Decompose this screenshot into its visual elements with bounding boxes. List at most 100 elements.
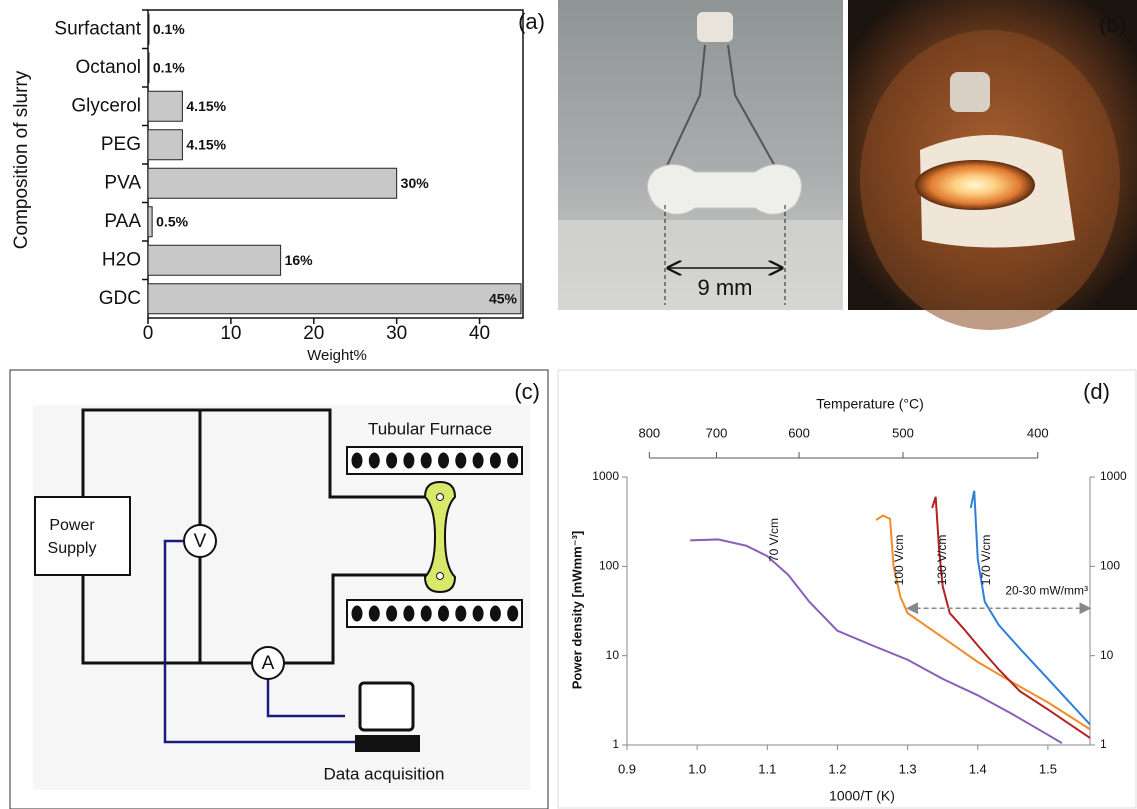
x-axis-title: 1000/T (K) <box>829 788 895 804</box>
panel-label: (a) <box>518 9 545 34</box>
y-tick-label-right: 10 <box>1100 648 1114 662</box>
x-tick-label: 0 <box>143 323 154 344</box>
y-tick-label: GDC <box>99 288 141 309</box>
heater-hole <box>369 606 380 622</box>
y-tick-label: H2O <box>102 249 141 270</box>
heater-hole <box>352 453 363 469</box>
bar <box>148 284 521 314</box>
holder <box>950 72 990 112</box>
y-tick-label: 100 <box>599 559 619 573</box>
x-tick-label: 1.1 <box>758 761 776 776</box>
value-label: 0.5% <box>156 213 188 229</box>
heater-hole <box>369 453 380 469</box>
electrode <box>437 573 444 580</box>
figure: 9 mm (b) Tubular Furnace Power Supply V … <box>0 0 1137 809</box>
x-tick-label: 1.2 <box>828 761 846 776</box>
series-label: 170 V/cm <box>979 535 993 586</box>
x-tick-label: 0.9 <box>618 761 636 776</box>
heater-hole <box>403 453 414 469</box>
y-tick-label: PAA <box>104 211 141 232</box>
diagram: Tubular Furnace Power Supply V A Data ac… <box>10 370 548 809</box>
voltmeter-label: V <box>194 531 207 552</box>
x2-tick-label: 600 <box>788 425 810 440</box>
y-tick-label: 1000 <box>592 469 619 483</box>
y-tick-label-right: 1000 <box>1100 469 1127 483</box>
electrode <box>437 494 444 501</box>
computer-label: Data acquisition <box>324 764 445 783</box>
value-label: 4.15% <box>186 136 226 152</box>
y-axis-title: Power density [mWmm⁻³] <box>569 531 584 690</box>
y-tick-label: Surfactant <box>54 18 141 39</box>
heater-hole <box>421 606 432 622</box>
value-label: 0.1% <box>153 21 185 37</box>
specimen <box>648 164 802 214</box>
annotation-text: 20-30 mW/mm³ <box>1005 583 1088 597</box>
x2-tick-label: 700 <box>706 425 728 440</box>
bar <box>148 14 149 44</box>
y-tick-label: Glycerol <box>71 95 141 116</box>
y-tick-label: Octanol <box>76 57 141 78</box>
x2-tick-label: 400 <box>1027 425 1049 440</box>
y-tick-label: PEG <box>101 134 141 155</box>
heater-hole <box>490 453 501 469</box>
bar <box>148 245 281 275</box>
y-tick-label: 1 <box>612 737 619 751</box>
x-tick-label: 20 <box>303 323 324 344</box>
power-supply-label: Supply <box>48 540 97 557</box>
panel-label: (c) <box>514 379 540 404</box>
ammeter-label: A <box>262 653 275 674</box>
heater-hole <box>455 453 466 469</box>
x2-tick-label: 800 <box>638 425 660 440</box>
x-axis-title: Weight% <box>307 347 367 364</box>
heater-hole <box>507 453 518 469</box>
heater-hole <box>507 606 518 622</box>
heater-hole <box>386 606 397 622</box>
bar <box>148 130 182 160</box>
panel-label: (b) <box>1099 12 1126 37</box>
y-axis-title: Composition of slurry <box>11 70 32 249</box>
panel-label: (d) <box>1083 379 1110 404</box>
holder <box>697 12 733 42</box>
heater-hole <box>473 606 484 622</box>
heater-hole <box>403 606 414 622</box>
x-tick-label: 1.4 <box>969 761 987 776</box>
value-label: 45% <box>489 290 518 306</box>
x-tick-label: 30 <box>386 323 407 344</box>
series-label: 70 V/cm <box>767 518 781 562</box>
scale-label: 9 mm <box>698 275 753 300</box>
bar <box>148 91 182 121</box>
bar <box>148 207 152 237</box>
heater-hole <box>386 453 397 469</box>
power-supply <box>35 497 130 575</box>
value-label: 16% <box>285 252 314 268</box>
y-tick-label-right: 1 <box>1100 737 1107 751</box>
computer-monitor <box>360 683 413 730</box>
y-tick-label: PVA <box>104 172 141 193</box>
bar <box>148 168 397 198</box>
heater-hole <box>438 453 449 469</box>
heater-hole <box>473 453 484 469</box>
heater-hole <box>438 606 449 622</box>
heater-hole <box>352 606 363 622</box>
glowing-specimen <box>915 160 1035 210</box>
x-tick-label: 1.0 <box>688 761 706 776</box>
heater-hole <box>421 453 432 469</box>
furnace-label: Tubular Furnace <box>368 419 492 438</box>
x-tick-label: 10 <box>220 323 241 344</box>
x-tick-label: 1.3 <box>899 761 917 776</box>
photo-panel: 9 mm (b) <box>558 0 1137 330</box>
y-tick-label-right: 100 <box>1100 559 1120 573</box>
bar <box>148 53 149 83</box>
value-label: 4.15% <box>186 98 226 114</box>
computer-base <box>355 735 420 752</box>
series-label: 100 V/cm <box>892 535 906 586</box>
x2-axis-title: Temperature (°C) <box>816 396 924 412</box>
x2-tick-label: 500 <box>892 425 914 440</box>
x-tick-label: 1.5 <box>1039 761 1057 776</box>
heater-hole <box>455 606 466 622</box>
series-label: 130 V/cm <box>935 535 949 586</box>
page: 9 mm (b) Tubular Furnace Power Supply V … <box>0 0 1137 809</box>
power-supply-label: Power <box>49 517 95 534</box>
